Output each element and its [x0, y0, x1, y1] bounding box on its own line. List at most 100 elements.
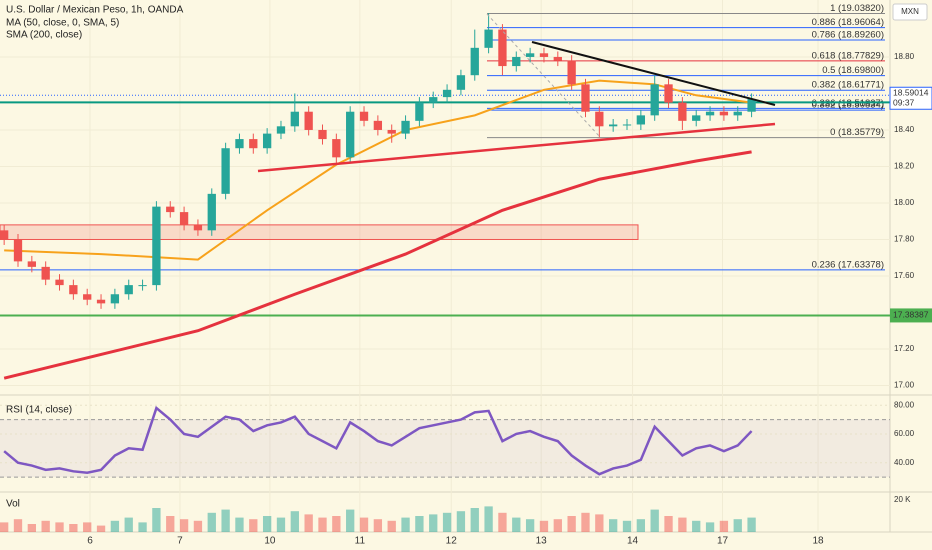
volume-bar [512, 517, 521, 532]
y-tick-label: 18.80 [894, 52, 915, 61]
volume-tick-label: 20 K [894, 495, 911, 504]
current-price-label: 18.59014 [893, 88, 929, 98]
volume-bar [207, 512, 216, 532]
y-tick-label: 17.00 [894, 381, 915, 390]
candle-body [193, 224, 203, 231]
volume-bar [290, 511, 299, 532]
volume-bar [359, 517, 369, 532]
candle-body [235, 139, 244, 149]
candle-body [166, 206, 175, 213]
volume-bar [152, 508, 161, 532]
candle-body [221, 148, 230, 194]
candle-body [304, 111, 313, 130]
candle-body [359, 111, 369, 121]
candle-body [692, 115, 701, 121]
candle-body [373, 120, 383, 130]
candle-body [207, 193, 216, 231]
candle-body [733, 111, 742, 116]
rsi-tick-label: 80.00 [894, 400, 915, 409]
candle-body [55, 279, 64, 286]
fib-label: 0 (18.35779) [830, 127, 884, 138]
volume-bar [55, 522, 64, 532]
candle-body [96, 299, 106, 304]
candle-body [456, 75, 466, 90]
candle-body [442, 89, 452, 98]
candle-body [332, 139, 341, 158]
volume-bar [636, 519, 646, 532]
candle-body [346, 111, 355, 158]
volume-bar [719, 520, 729, 532]
y-tick-label: 17.60 [894, 271, 915, 280]
volume-bar [442, 512, 452, 532]
candle-body [705, 111, 715, 116]
candle-body [387, 129, 396, 134]
candle-body [498, 29, 507, 67]
fib-label: 0.618 (18.77829) [812, 50, 884, 61]
candle-body [179, 212, 189, 225]
y-tick-label: 18.00 [894, 198, 915, 207]
volume-bar [304, 514, 313, 532]
candle-body [249, 139, 258, 149]
y-tick-label: 17.20 [894, 344, 915, 353]
candle-body [262, 133, 272, 149]
volume-bar [401, 517, 410, 532]
rsi-tick-label: 40.00 [894, 458, 915, 467]
candle-body [747, 98, 756, 112]
volume-bar [138, 522, 147, 532]
y-tick-label: 18.20 [894, 162, 915, 171]
candle-body [595, 111, 604, 127]
fib-diagonal [486, 13, 601, 138]
candle-body [636, 115, 646, 125]
legend-entry: MA (50, close, 0, SMA, 5) [6, 18, 119, 29]
moving-average [4, 79, 752, 261]
volume-bar [415, 516, 424, 532]
candle-body [0, 230, 9, 240]
x-tick-label: 18 [812, 536, 824, 547]
volume-bar [69, 524, 78, 532]
pane-title: RSI (14, close) [6, 405, 72, 416]
currency-box[interactable] [892, 3, 928, 21]
x-tick-label: 10 [264, 536, 276, 547]
volume-bar [179, 519, 189, 532]
candle-body [401, 120, 410, 134]
candle-body [41, 266, 50, 280]
moving-average [3, 150, 752, 380]
volume-bar [373, 519, 383, 532]
candle-body [83, 294, 92, 300]
fib-label: 0.786 (18.89260) [812, 30, 884, 41]
rsi-tick-label: 60.00 [894, 429, 915, 438]
chart-title: U.S. Dollar / Mexican Peso, 1h, OANDA [6, 5, 184, 16]
volume-bar [664, 516, 673, 532]
volume-bar [124, 517, 133, 532]
trend-line [257, 122, 776, 173]
volume-bar [539, 520, 549, 532]
pane-title: Vol [6, 499, 20, 510]
candle-body [553, 56, 562, 61]
zone [0, 224, 639, 240]
candle-body [512, 56, 521, 67]
candle-body [678, 102, 687, 121]
volume-bar [733, 519, 742, 532]
volume-bar [318, 517, 327, 532]
y-tick-label: 17.80 [894, 235, 915, 244]
volume-bar [96, 525, 106, 532]
currency: MXN [901, 7, 919, 16]
volume-bar [705, 522, 715, 532]
volume-bar [678, 517, 687, 532]
volume-bar [166, 516, 175, 532]
volume-bar [83, 522, 92, 532]
fib-label: 0.382 (18.61771) [812, 80, 884, 91]
volume-bar [484, 506, 493, 532]
x-tick-label: 7 [177, 536, 183, 547]
candle-body [415, 102, 424, 121]
volume-bar [221, 509, 230, 532]
volume-bar [235, 517, 244, 532]
candle-body [470, 47, 479, 76]
volume-bar [525, 519, 535, 532]
volume-bar [650, 509, 659, 532]
volume-bar [553, 519, 562, 532]
volume-bar [387, 520, 396, 532]
volume-bar [498, 512, 507, 532]
volume-bar [567, 516, 576, 532]
